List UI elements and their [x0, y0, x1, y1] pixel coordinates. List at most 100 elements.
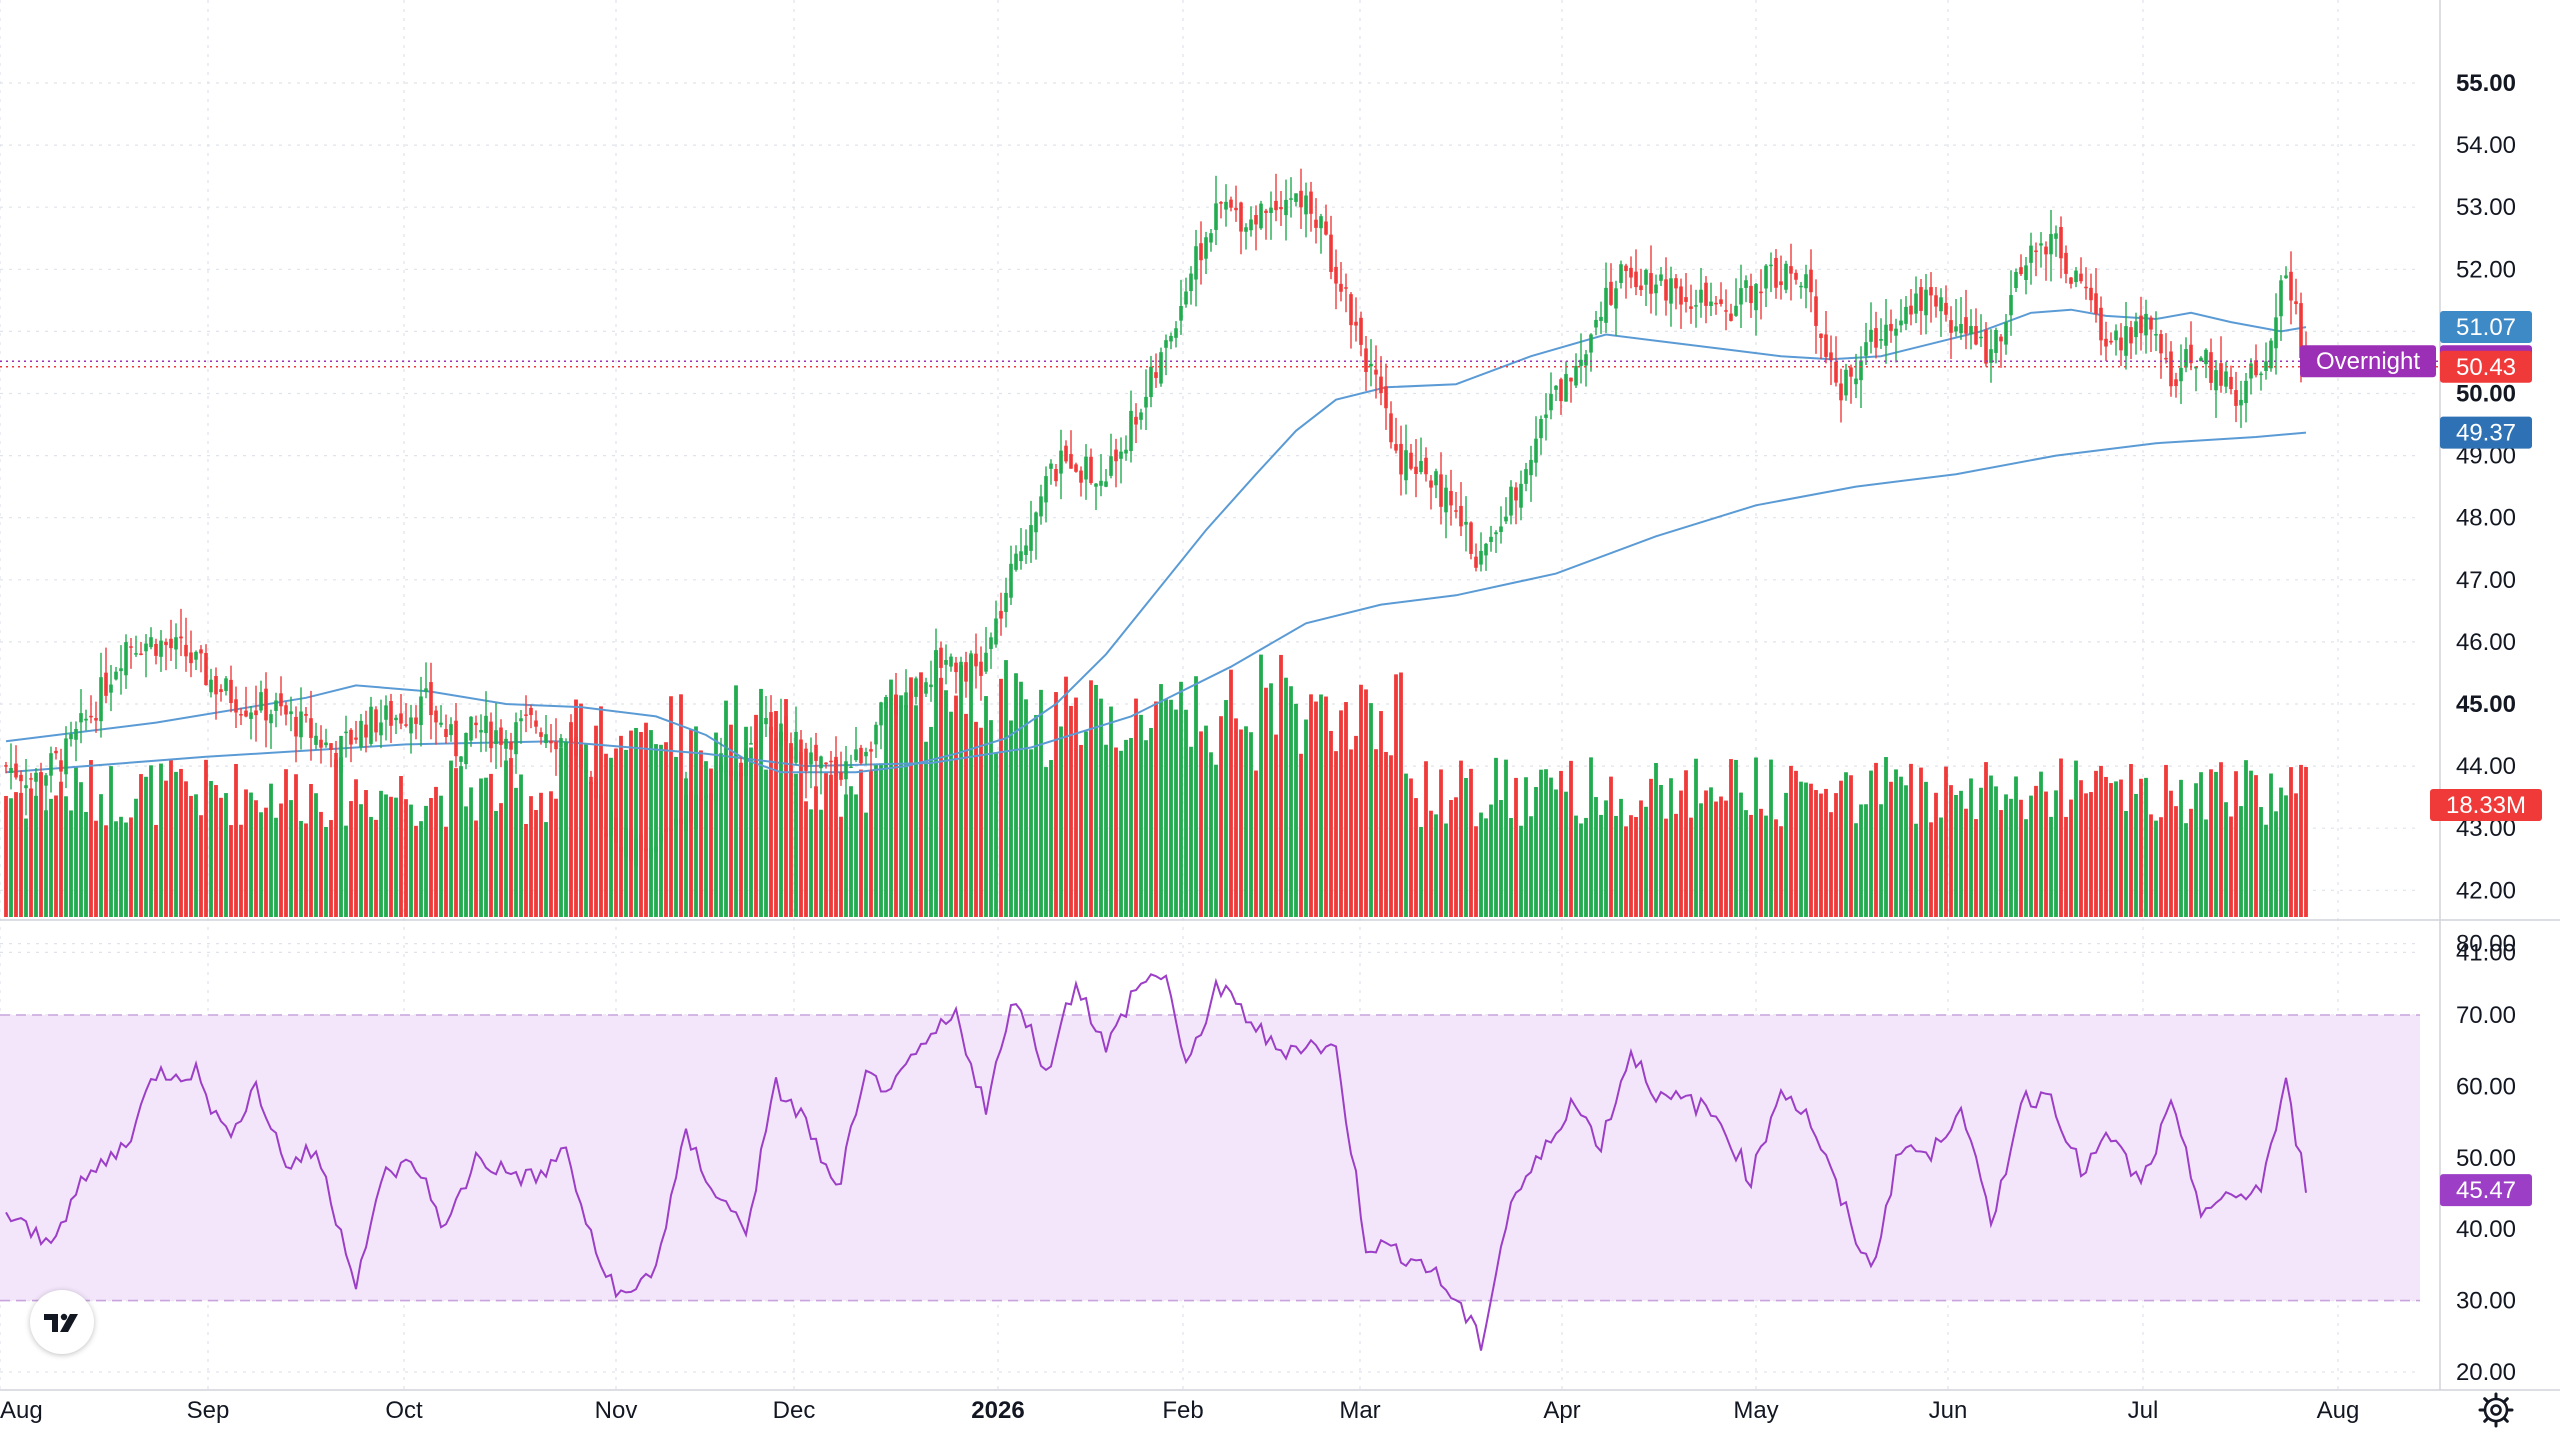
candle-body	[1804, 274, 1808, 289]
candle-body	[1289, 198, 1293, 200]
candle-body	[1669, 278, 1673, 304]
settings-gear-icon[interactable]	[2476, 1390, 2516, 1430]
price-axis-tick: 46.00	[2456, 629, 2516, 656]
volume-bar	[759, 688, 763, 917]
candle-body	[664, 828, 668, 833]
candle-body	[484, 715, 488, 734]
volume-bar	[579, 703, 583, 917]
volume-bar	[804, 801, 808, 917]
time-axis-label: Nov	[595, 1397, 638, 1424]
volume-bar	[2064, 816, 2068, 917]
candle-body	[1174, 328, 1178, 338]
moving-average-layer	[5, 308, 2307, 774]
candle-body	[884, 701, 888, 708]
candle-body	[824, 762, 828, 765]
candle-body	[944, 660, 948, 665]
volume-bar	[1519, 825, 1523, 917]
volume-bar	[1679, 790, 1683, 917]
candle-body	[2089, 287, 2093, 301]
volume-bar	[754, 714, 758, 917]
candle-body	[1594, 319, 1598, 328]
candle-body	[2154, 334, 2158, 336]
volume-bar	[364, 790, 368, 917]
volume-bar	[774, 711, 778, 917]
volume-bar	[114, 821, 118, 917]
volume-bar	[1639, 800, 1643, 917]
candle-body	[1049, 463, 1053, 469]
volume-bar	[404, 799, 408, 917]
tradingview-logo-icon[interactable]	[30, 1290, 94, 1354]
time-axis-label: Aug	[2317, 1397, 2360, 1424]
candle-body	[1089, 456, 1093, 483]
volume-bar	[144, 776, 148, 917]
volume-bar	[539, 792, 543, 917]
candle-body	[644, 848, 648, 852]
candle-body	[1584, 354, 1588, 366]
candle-body	[474, 722, 478, 726]
volume-bar	[2039, 771, 2043, 917]
volume-bar	[529, 796, 533, 917]
volume-bar	[1714, 801, 1718, 917]
candle-body	[2199, 357, 2203, 362]
volume-bar	[499, 803, 503, 917]
candle-body	[1924, 289, 1928, 316]
volume-bar	[1184, 709, 1188, 917]
volume-bar	[2109, 783, 2113, 917]
volume-bar	[429, 798, 433, 917]
volume-bar	[1979, 787, 1983, 917]
volume-bar	[2129, 764, 2133, 917]
candle-body	[1799, 285, 1803, 288]
volume-bar	[69, 810, 73, 917]
candle-body	[909, 692, 913, 699]
volume-bar	[879, 763, 883, 917]
candle-body	[1419, 460, 1423, 473]
candle-body	[1004, 592, 1008, 612]
volume-bar	[489, 773, 493, 917]
volume-bar	[594, 725, 598, 917]
volume-bar	[329, 820, 333, 917]
volume-bar	[229, 825, 233, 917]
candle-body	[769, 712, 773, 735]
volume-bar	[1039, 689, 1043, 917]
volume-bar	[1199, 731, 1203, 917]
candle-body	[609, 811, 613, 836]
candle-body	[2144, 313, 2148, 336]
volume-bar	[49, 798, 53, 917]
candle-body	[1684, 297, 1688, 302]
volume-bar	[1659, 784, 1663, 917]
candle-body	[2184, 349, 2188, 368]
candle-body	[214, 675, 218, 695]
volume-bar	[354, 779, 358, 917]
candle-body	[1789, 266, 1793, 274]
volume-bar	[1009, 720, 1013, 917]
candle-body	[1759, 291, 1763, 294]
volume-bar	[2134, 793, 2138, 917]
volume-bar	[1274, 734, 1278, 917]
volume-bar	[209, 780, 213, 917]
candle-body	[304, 713, 308, 716]
candle-body	[919, 685, 923, 688]
volume-bar	[1404, 773, 1408, 917]
candle-body	[1359, 317, 1363, 345]
volume-bar	[1374, 749, 1378, 917]
volume-bar	[1064, 676, 1068, 917]
volume-bar	[1774, 819, 1778, 917]
candle-body	[1909, 305, 1913, 315]
volume-bar	[1389, 755, 1393, 917]
candle-body	[1514, 487, 1518, 501]
volume-bar	[2264, 824, 2268, 917]
candle-body	[1649, 273, 1653, 294]
volume-bar	[1094, 684, 1098, 917]
candle-body	[599, 794, 603, 829]
volume-bar	[154, 824, 158, 917]
volume-bar	[1359, 684, 1363, 917]
volume-bar	[1504, 759, 1508, 917]
volume-bar	[1224, 700, 1228, 917]
candle-body	[1589, 334, 1593, 353]
volume-bar	[1459, 760, 1463, 917]
rsi-band	[0, 1015, 2420, 1301]
volume-bar	[2204, 819, 2208, 917]
candle-body	[694, 794, 698, 829]
